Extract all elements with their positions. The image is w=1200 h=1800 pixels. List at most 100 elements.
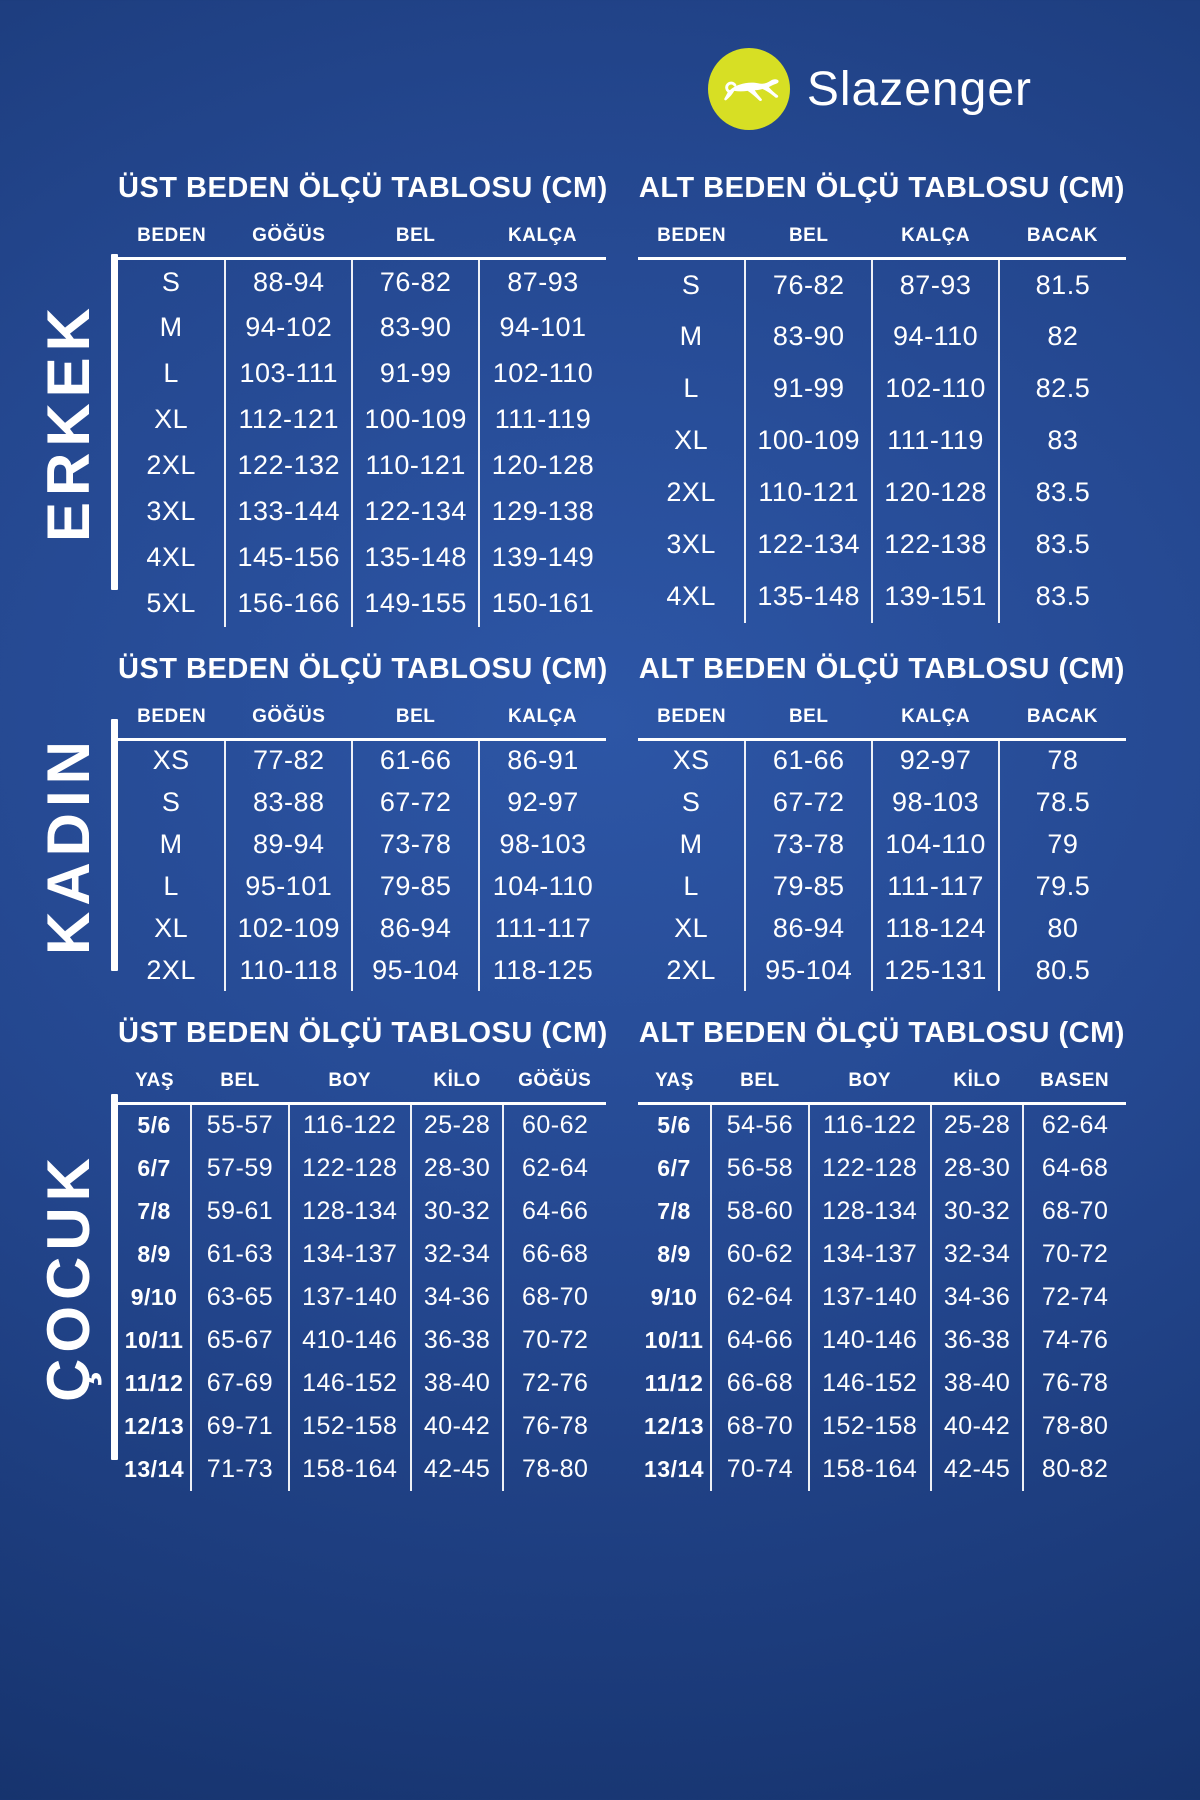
measure-cell: 100-109 — [351, 396, 480, 443]
measure-cell: 40-42 — [929, 1404, 1024, 1448]
section-side-cocuk: ÇOCUK — [10, 1017, 118, 1491]
header-row: YAŞ BEL BOY KİLO GÖĞÜS — [118, 1070, 606, 1105]
table-row: 6/7 56-58 122-128 28-30 64-68 — [638, 1146, 1126, 1190]
measure-cell: 139-151 — [871, 570, 999, 623]
measure-cell: 83-88 — [224, 781, 353, 823]
measure-cell: 149-155 — [351, 580, 480, 627]
measure-cell: 158-164 — [807, 1447, 931, 1491]
measure-cell: 158-164 — [287, 1447, 411, 1491]
measure-cell: 67-72 — [351, 781, 480, 823]
measure-cell: 62-64 — [502, 1146, 606, 1190]
measure-cell: 87-93 — [478, 258, 606, 305]
size-cell: M — [159, 828, 183, 859]
measure-cell: 95-101 — [224, 865, 353, 907]
measure-cell: 59-61 — [190, 1189, 289, 1233]
measure-cell: 36-38 — [929, 1318, 1024, 1362]
table-row: 11/12 66-68 146-152 38-40 76-78 — [638, 1361, 1126, 1405]
measure-cell: 94-102 — [224, 304, 353, 351]
measure-cell: 74-76 — [1022, 1318, 1126, 1362]
size-cell: 2XL — [666, 477, 716, 507]
measure-cell: 62-64 — [710, 1275, 809, 1319]
size-cell: S — [161, 786, 181, 817]
measure-cell: 156-166 — [224, 580, 353, 627]
size-cell: 2XL — [146, 450, 196, 480]
measure-cell: 128-134 — [807, 1189, 931, 1233]
column-header: BACAK — [999, 705, 1126, 741]
table-title: ÜST BEDEN ÖLÇÜ TABLOSU (CM) — [118, 652, 608, 685]
column-header: BEL — [352, 225, 480, 260]
section-label-erkek: ERKEK — [35, 302, 102, 543]
measure-cell: 86-94 — [744, 907, 873, 949]
column-header: GÖĞÜS — [225, 225, 353, 260]
size-cell: 10/11 — [644, 1326, 704, 1353]
measure-cell: 65-67 — [190, 1318, 289, 1362]
measure-cell: 410-146 — [287, 1318, 411, 1362]
measure-cell: 28-30 — [409, 1146, 504, 1190]
size-cell: 4XL — [666, 581, 716, 611]
header-row: BEDEN GÖĞÜS BEL KALÇA — [118, 225, 606, 260]
measure-cell: 57-59 — [190, 1146, 289, 1190]
section-kadin: KADIN ÜST BEDEN ÖLÇÜ TABLOSU (CM) BEDEN GÖ… — [0, 652, 1200, 991]
table-row: 5/6 54-56 116-122 25-28 62-64 — [638, 1103, 1126, 1147]
measure-cell: 110-121 — [744, 466, 873, 519]
table-row: 12/13 68-70 152-158 40-42 78-80 — [638, 1404, 1126, 1448]
section-label-cocuk: ÇOCUK — [35, 1151, 102, 1402]
table-row: 10/11 65-67 410-146 36-38 70-72 — [118, 1318, 606, 1362]
measure-cell: 111-119 — [871, 414, 999, 467]
measure-cell: 92-97 — [478, 781, 606, 823]
kadin-ust-table: ÜST BEDEN ÖLÇÜ TABLOSU (CM) BEDEN GÖĞÜS BEL… — [118, 652, 608, 991]
measure-cell: 87-93 — [871, 258, 999, 311]
size-cell: 12/13 — [124, 1412, 185, 1439]
table-row: 9/10 63-65 137-140 34-36 68-70 — [118, 1275, 606, 1319]
table-row: XS 61-66 92-97 78 — [638, 739, 1126, 781]
measure-cell: 72-74 — [1022, 1275, 1126, 1319]
measure-cell: 111-117 — [871, 865, 999, 907]
table-row: 5/6 55-57 116-122 25-28 60-62 — [118, 1103, 606, 1147]
table-row: 9/10 62-64 137-140 34-36 72-74 — [638, 1275, 1126, 1319]
measure-cell: 38-40 — [409, 1361, 504, 1405]
measure-cell: 104-110 — [871, 823, 999, 865]
measure-cell: 118-125 — [478, 949, 606, 991]
measure-cell: 78-80 — [502, 1447, 606, 1491]
size-cell: 3XL — [146, 496, 196, 526]
table-row: 2XL 122-132 110-121 120-128 — [118, 442, 606, 489]
measure-cell: 79-85 — [351, 865, 480, 907]
measure-cell: 34-36 — [409, 1275, 504, 1319]
size-cell: 5/6 — [137, 1112, 171, 1139]
size-cell: 5XL — [146, 588, 196, 618]
table-row: 10/11 64-66 140-146 36-38 74-76 — [638, 1318, 1126, 1362]
measure-cell: 82 — [998, 310, 1126, 363]
measure-cell: 67-72 — [744, 781, 873, 823]
header-row: YAŞ BEL BOY KİLO BASEN — [637, 1070, 1126, 1105]
table-row: 8/9 60-62 134-137 32-34 70-72 — [638, 1232, 1126, 1276]
table-row: 6/7 57-59 122-128 28-30 62-64 — [118, 1146, 606, 1190]
measure-cell: 110-118 — [224, 949, 353, 991]
size-cell: L — [163, 358, 179, 388]
measure-cell: 112-121 — [224, 396, 353, 443]
table-row: L 91-99 102-110 82.5 — [638, 362, 1126, 415]
measure-cell: 111-117 — [478, 907, 606, 949]
column-header: BEL — [711, 1070, 809, 1105]
size-cell: 8/9 — [657, 1240, 691, 1267]
table-title: ALT BEDEN ÖLÇÜ TABLOSU (CM) — [638, 1017, 1125, 1049]
measure-cell: 120-128 — [871, 466, 999, 519]
section-bar — [111, 1093, 118, 1460]
table-row: XL 112-121 100-109 111-119 — [118, 396, 606, 443]
size-cell: XL — [154, 404, 189, 434]
size-cell: 7/8 — [137, 1197, 171, 1224]
measure-cell: 80-82 — [1022, 1447, 1126, 1491]
column-header: BEDEN — [118, 705, 226, 741]
measure-cell: 64-66 — [502, 1189, 606, 1233]
section-side-erkek: ERKEK — [10, 172, 118, 627]
logo-circle — [707, 48, 790, 130]
size-cell: L — [163, 870, 179, 901]
measure-cell: 91-99 — [744, 362, 873, 415]
table-row: 2XL 110-118 95-104 118-125 — [118, 949, 606, 991]
column-header: BEDEN — [118, 225, 226, 260]
measure-cell: 111-119 — [478, 396, 606, 443]
measure-cell: 69-71 — [190, 1404, 289, 1448]
table-row: 4XL 145-156 135-148 139-149 — [118, 534, 606, 581]
measure-cell: 80.5 — [998, 949, 1126, 991]
size-cell: 9/10 — [650, 1283, 698, 1310]
measure-cell: 122-128 — [807, 1146, 931, 1190]
